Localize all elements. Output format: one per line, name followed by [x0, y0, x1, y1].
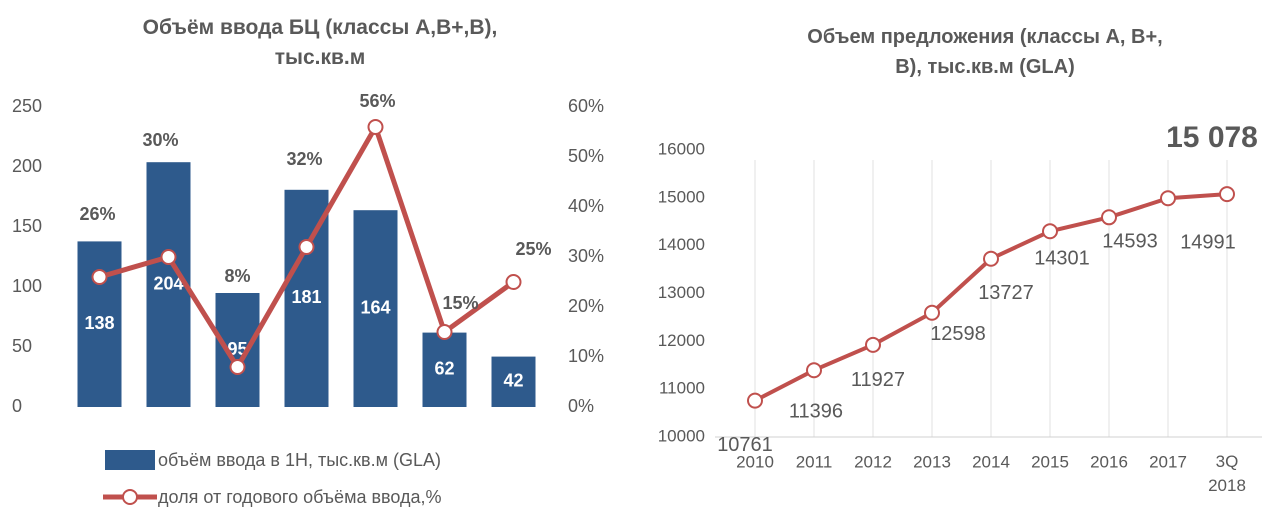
- line-label: 30%: [142, 130, 178, 150]
- line-marker: [298, 239, 315, 255]
- y2-tick-label: 40%: [568, 196, 604, 216]
- title-line: В), тыс.кв.м (GLA): [895, 56, 1075, 78]
- bar: [422, 332, 467, 407]
- chart-title: Объём ввода БЦ (классы А,В+,В), тыс.кв.м: [143, 16, 498, 69]
- line-marker: [983, 250, 999, 267]
- line-marker: [160, 249, 177, 265]
- y2-tick-label: 0%: [568, 396, 594, 416]
- data-label: 10761: [717, 434, 773, 456]
- line-marker: [924, 304, 940, 321]
- line-label: 56%: [359, 91, 395, 111]
- y2-tick-label: 60%: [568, 96, 604, 116]
- y-tick-label: 50: [12, 336, 32, 356]
- bar-label: 42: [503, 371, 523, 391]
- y-tick-label: 100: [12, 276, 42, 296]
- line-label: 8%: [224, 266, 250, 286]
- data-label: 14301: [1034, 248, 1090, 270]
- x-tick-label: 2012: [854, 452, 892, 471]
- title-line: Объём ввода БЦ (классы А,В+,В),: [143, 16, 498, 39]
- line-marker: [806, 362, 822, 379]
- x-tick-line: 3Q: [1216, 452, 1239, 471]
- line-marker: [1160, 190, 1176, 207]
- x-tick-label: 2017: [1149, 452, 1187, 471]
- bar: [353, 210, 398, 407]
- bar-label: 164: [360, 297, 390, 317]
- line-marker: [436, 324, 453, 340]
- bar: [215, 293, 260, 407]
- y-tick-label: 16000: [658, 139, 705, 158]
- data-label: 15 078: [1166, 121, 1258, 154]
- line-marker: [229, 359, 246, 375]
- bar: [491, 356, 536, 407]
- data-label: 14593: [1102, 231, 1158, 253]
- data-label: 14991: [1180, 232, 1236, 254]
- y-tick-label: 11000: [659, 379, 705, 398]
- legend-label: доля от годового объёма ввода,%: [158, 487, 442, 507]
- line-marker: [367, 119, 384, 135]
- y-tick-label: 12000: [658, 331, 705, 350]
- bar-label: 62: [434, 359, 454, 379]
- line-marker: [747, 392, 763, 409]
- line-label: 32%: [286, 149, 322, 169]
- data-label: 12598: [930, 323, 986, 345]
- bar-label: 204: [153, 273, 183, 293]
- x-tick-label: 2011: [796, 452, 833, 471]
- legend-label: объём ввода в 1Н, тыс.кв.м (GLA): [158, 450, 441, 470]
- y-tick-label: 200: [12, 156, 42, 176]
- bar-label: 181: [291, 287, 321, 307]
- y-tick-label: 15000: [658, 187, 705, 206]
- y2-tick-label: 10%: [568, 346, 604, 366]
- line-marker: [865, 336, 881, 353]
- line-marker: [1219, 186, 1235, 203]
- y-tick-label: 13000: [658, 283, 705, 302]
- y2-tick-label: 50%: [568, 146, 604, 166]
- y2-tick-label: 30%: [568, 246, 604, 266]
- data-label: 13727: [978, 282, 1034, 304]
- bar-label: 138: [84, 313, 114, 333]
- chart-title: Объем предложения (классы А, В+, В), тыс.…: [807, 26, 1162, 78]
- legend-swatch: [122, 489, 138, 505]
- x-tick-label: 2016: [1090, 452, 1128, 471]
- line-marker: [91, 269, 108, 285]
- x-tick-label: 2013: [913, 452, 951, 471]
- y-tick-label: 250: [12, 96, 42, 116]
- line-label: 15%: [442, 293, 478, 313]
- legend-swatch: [105, 450, 155, 470]
- data-label: 11927: [851, 369, 905, 391]
- line-marker: [1101, 209, 1117, 226]
- line-label: 25%: [515, 239, 551, 259]
- title-line: тыс.кв.м: [275, 46, 366, 69]
- data-label: 11396: [789, 401, 843, 423]
- line-marker: [1042, 223, 1058, 240]
- title-line: Объем предложения (классы А, В+,: [807, 26, 1162, 48]
- x-tick-label: 2015: [1031, 452, 1069, 471]
- y-tick-label: 10000: [658, 426, 705, 445]
- y-tick-label: 14000: [658, 235, 705, 254]
- y-tick-label: 0: [12, 396, 22, 416]
- x-tick-label: 3Q 2018: [1208, 452, 1246, 495]
- line-marker: [505, 274, 522, 290]
- y2-tick-label: 20%: [568, 296, 604, 316]
- line-label: 26%: [79, 204, 115, 224]
- x-tick-line: 2018: [1208, 476, 1246, 495]
- x-tick-label: 2014: [972, 452, 1010, 471]
- y-tick-label: 150: [12, 216, 42, 236]
- x-tick-label: 2010: [736, 452, 774, 471]
